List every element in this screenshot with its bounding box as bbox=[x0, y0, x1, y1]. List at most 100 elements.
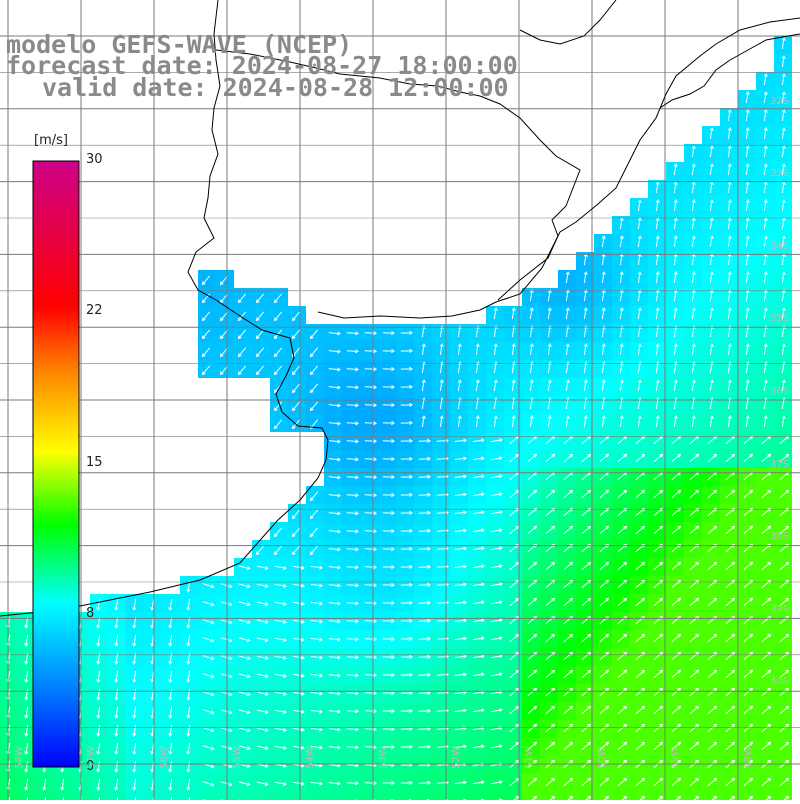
wind-arrow bbox=[365, 531, 376, 532]
wind-arrow bbox=[365, 495, 376, 496]
wind-cell bbox=[666, 792, 684, 800]
wind-cell bbox=[684, 792, 702, 800]
wind-arrow bbox=[419, 549, 430, 550]
wind-arrow bbox=[365, 621, 376, 622]
colorbar-tick-22: 22 bbox=[86, 303, 103, 318]
lon-label-55w: 55W bbox=[232, 746, 243, 769]
lon-label-56w: 56W bbox=[159, 746, 170, 769]
wind-cell bbox=[612, 792, 630, 800]
wind-arrow bbox=[365, 567, 376, 568]
wind-arrow bbox=[419, 729, 430, 730]
lon-label-57w: 57W bbox=[86, 746, 97, 769]
wind-cell bbox=[468, 792, 486, 800]
lon-label-53w: 53W bbox=[378, 746, 389, 769]
wind-arrow bbox=[419, 783, 430, 784]
wind-cell bbox=[342, 792, 360, 800]
lon-label-54w: 54W bbox=[305, 746, 316, 769]
wind-arrow bbox=[365, 405, 376, 406]
wind-arrow bbox=[365, 459, 376, 460]
lat-label-33s: 33S bbox=[770, 168, 789, 179]
wind-cell bbox=[198, 792, 216, 800]
wind-cell bbox=[234, 792, 252, 800]
wind-arrow bbox=[365, 513, 376, 514]
colorbar-tick-15: 15 bbox=[86, 455, 103, 470]
wind-cell bbox=[558, 792, 576, 800]
wind-arrow bbox=[365, 387, 376, 388]
lon-label-52w: 52W bbox=[451, 746, 462, 769]
wind-cell bbox=[450, 792, 468, 800]
wind-cell bbox=[360, 792, 378, 800]
wind-arrow bbox=[365, 657, 376, 658]
wind-arrow bbox=[419, 693, 430, 694]
wind-arrow bbox=[365, 477, 376, 478]
wind-arrow bbox=[419, 567, 430, 568]
wind-cell bbox=[414, 792, 432, 800]
wind-cell bbox=[288, 792, 306, 800]
wind-arrow bbox=[419, 711, 430, 712]
wind-cell bbox=[648, 792, 666, 800]
wind-cell bbox=[396, 792, 414, 800]
wind-arrow bbox=[365, 675, 376, 676]
wind-cell bbox=[594, 792, 612, 800]
wind-arrow bbox=[419, 495, 430, 496]
wind-arrow bbox=[365, 765, 376, 766]
wind-cell bbox=[486, 792, 504, 800]
wind-arrow bbox=[419, 675, 430, 676]
wind-cell bbox=[522, 792, 540, 800]
wind-arrow bbox=[365, 693, 376, 694]
wind-cell bbox=[432, 792, 450, 800]
lat-label-37s: 37S bbox=[770, 459, 789, 470]
lon-label-51w: 51W bbox=[524, 746, 535, 769]
wind-arrow bbox=[419, 657, 430, 658]
wind-cell bbox=[774, 792, 792, 800]
lat-label-34s: 34S bbox=[770, 241, 789, 252]
lon-label-58w: 58W bbox=[14, 746, 25, 769]
wind-arrow bbox=[365, 423, 376, 424]
lon-label-48w: 48W bbox=[743, 746, 754, 769]
wind-arrow bbox=[419, 477, 430, 478]
lat-label-35s: 35S bbox=[770, 313, 789, 324]
wind-arrow bbox=[365, 639, 376, 640]
wind-cell bbox=[540, 792, 558, 800]
wind-cell bbox=[738, 792, 756, 800]
wind-arrow bbox=[419, 441, 430, 442]
wind-arrow bbox=[365, 351, 376, 352]
wind-arrow bbox=[419, 531, 430, 532]
wind-arrow bbox=[419, 585, 430, 586]
wind-arrow bbox=[365, 729, 376, 730]
wind-cell bbox=[270, 792, 288, 800]
wind-cell bbox=[702, 792, 720, 800]
wind-arrow bbox=[419, 459, 430, 460]
wind-arrow bbox=[365, 441, 376, 442]
colorbar-tick-30: 30 bbox=[86, 152, 103, 167]
lon-label-49w: 49W bbox=[670, 746, 681, 769]
lat-label-39s: 39S bbox=[770, 604, 789, 615]
wind-cell bbox=[324, 792, 342, 800]
wind-cell bbox=[756, 792, 774, 800]
lon-label-50w: 50W bbox=[597, 746, 608, 769]
wind-arrow bbox=[419, 603, 430, 604]
lat-label-40s: 40S bbox=[770, 676, 789, 687]
wind-speed-field bbox=[0, 36, 792, 800]
wind-cell bbox=[216, 792, 234, 800]
wind-arrow bbox=[419, 639, 430, 640]
wind-cell bbox=[576, 792, 594, 800]
wind-arrow bbox=[365, 333, 376, 334]
wind-arrow bbox=[365, 747, 376, 748]
lat-label-38s: 38S bbox=[770, 531, 789, 542]
colorbar-tick-8: 8 bbox=[86, 606, 94, 621]
title-valid-date: valid date: 2024-08-28 12:00:00 bbox=[42, 75, 509, 100]
wind-cell bbox=[306, 792, 324, 800]
wind-arrow bbox=[365, 603, 376, 604]
wind-arrow bbox=[419, 765, 430, 766]
wind-cell bbox=[720, 792, 738, 800]
wind-arrow bbox=[419, 621, 430, 622]
lat-label-32s: 32S bbox=[770, 96, 789, 107]
wind-cell bbox=[378, 792, 396, 800]
wind-arrow bbox=[365, 549, 376, 550]
border-line-north bbox=[520, 0, 616, 44]
wind-arrow bbox=[419, 747, 430, 748]
wind-cell bbox=[630, 792, 648, 800]
wind-arrow bbox=[419, 513, 430, 514]
